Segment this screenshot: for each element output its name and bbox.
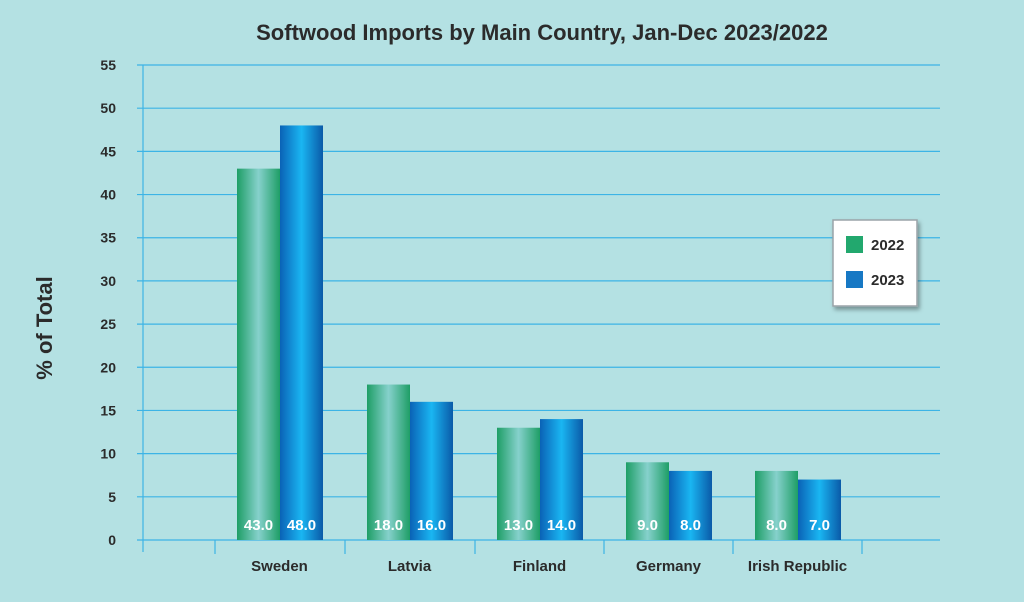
bar-2022-finland <box>497 427 540 540</box>
data-label: 14.0 <box>547 517 576 534</box>
y-axis-title: % of Total <box>32 276 57 379</box>
legend: 2022 2023 <box>832 219 918 307</box>
legend-label-2023: 2023 <box>871 272 904 289</box>
data-label: 7.0 <box>809 517 830 534</box>
x-tick-label: Irish Republic <box>748 558 847 575</box>
bar-2023-finland <box>540 419 583 540</box>
bar-2023-sweden <box>280 125 323 541</box>
bars: 43.0 48.0 18.0 16.0 13.0 14.0 9.0 8.0 8.0 7.0 <box>237 125 841 541</box>
y-tick-label: 5 <box>108 489 116 505</box>
y-tick-labels: 0 5 10 15 20 25 30 35 40 45 50 55 <box>100 57 116 548</box>
data-label: 18.0 <box>374 517 403 534</box>
data-label: 16.0 <box>417 517 446 534</box>
y-tick-label: 15 <box>100 402 116 418</box>
x-axis: Sweden Latvia Finland Germany Irish Republic <box>214 540 863 575</box>
chart-title: Softwood Imports by Main Country, Jan-De… <box>256 20 828 45</box>
y-tick-label: 45 <box>100 143 116 159</box>
legend-swatch-2023 <box>846 271 863 288</box>
bar-2023-irish-republic <box>798 479 841 540</box>
data-label: 9.0 <box>637 517 658 534</box>
legend-swatch-2022 <box>846 236 863 253</box>
data-label: 8.0 <box>766 517 787 534</box>
bar-2022-sweden <box>237 168 280 541</box>
data-label: 48.0 <box>287 517 316 534</box>
data-label: 13.0 <box>504 517 533 534</box>
x-tick-label: Latvia <box>388 558 432 575</box>
bar-2022-latvia <box>367 384 410 540</box>
bar-2023-latvia <box>410 401 453 540</box>
bar-2022-irish-republic <box>755 470 798 540</box>
y-tick-label: 30 <box>100 273 116 289</box>
y-tick-label: 50 <box>100 100 116 116</box>
data-label: 8.0 <box>680 517 701 534</box>
bar-2022-germany <box>626 462 669 540</box>
x-tick-label: Sweden <box>251 558 308 575</box>
y-tick-label: 0 <box>108 532 116 548</box>
data-label: 43.0 <box>244 517 273 534</box>
y-tick-label: 20 <box>100 359 116 375</box>
y-tick-label: 40 <box>100 187 116 203</box>
legend-box <box>832 219 918 307</box>
y-tick-label: 25 <box>100 316 116 332</box>
legend-label-2022: 2022 <box>871 237 904 254</box>
y-tick-label: 10 <box>100 446 116 462</box>
y-tick-label: 35 <box>100 230 116 246</box>
bar-2023-germany <box>669 470 712 540</box>
x-tick-label: Germany <box>636 558 702 575</box>
y-tick-label: 55 <box>100 57 116 73</box>
x-tick-label: Finland <box>513 558 566 575</box>
